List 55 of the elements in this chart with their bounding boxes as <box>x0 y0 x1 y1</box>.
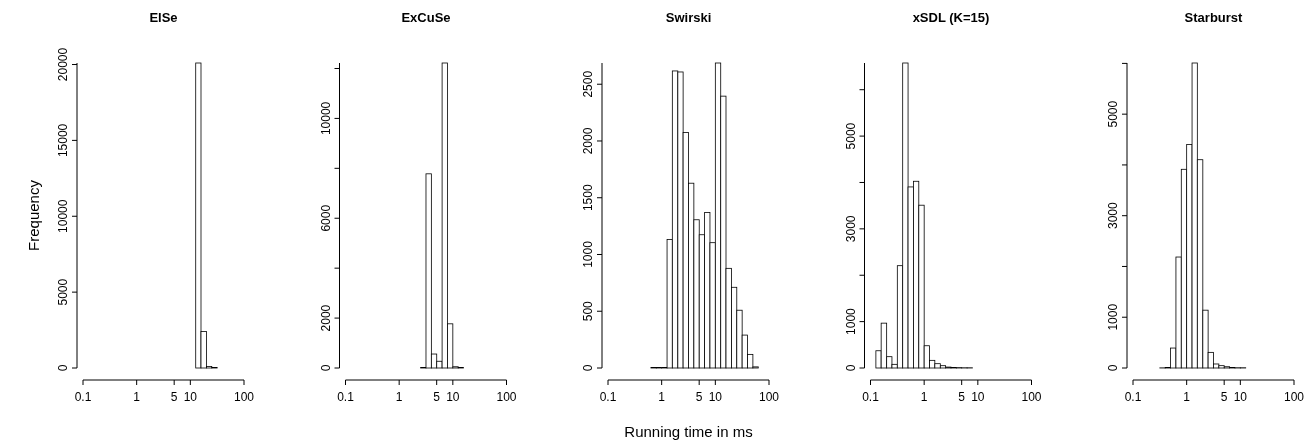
x-tick-label: 0.1 <box>337 390 355 404</box>
y-tick-label: 2500 <box>581 70 595 98</box>
chart-title: xSDL (K=15) <box>912 10 990 25</box>
x-tick-label: 100 <box>1021 390 1042 404</box>
y-tick-label: 10000 <box>56 199 70 233</box>
y-tick-label: 1500 <box>581 184 595 212</box>
x-tick-label: 5 <box>433 390 441 404</box>
y-tick-label: 3000 <box>1106 202 1120 230</box>
x-tick-label: 10 <box>1233 390 1248 404</box>
x-tick-label: 5 <box>695 390 703 404</box>
chart-title: Swirski <box>665 10 712 25</box>
y-tick-label: 1000 <box>843 307 858 335</box>
x-tick-label: 100 <box>233 390 255 404</box>
y-tick-label: 0 <box>318 364 333 372</box>
x-tick-label: 1 <box>133 390 141 404</box>
x-tick-label: 0.1 <box>74 390 92 404</box>
x-tick-label: 1 <box>920 390 928 404</box>
y-tick-label: 500 <box>581 300 595 322</box>
y-tick-label: 0 <box>581 364 595 372</box>
y-tick-label: 10000 <box>318 101 333 136</box>
y-tick-label: 5000 <box>843 122 858 150</box>
y-tick-label: 5000 <box>1106 100 1120 128</box>
x-tick-label: 100 <box>758 390 780 404</box>
y-tick-label: 15000 <box>56 123 70 158</box>
x-tick-label: 100 <box>496 390 517 404</box>
x-tick-label: 0.1 <box>1124 390 1142 404</box>
y-tick-label: 1000 <box>581 240 595 268</box>
x-tick-label: 1 <box>1183 390 1191 404</box>
y-tick-label: 6000 <box>318 204 333 232</box>
y-axis-title: Frequency <box>25 179 42 251</box>
chart-title: ElSe <box>149 10 178 25</box>
x-tick-label: 10 <box>971 390 985 404</box>
x-tick-label: 5 <box>170 390 178 404</box>
y-tick-label: 20000 <box>56 47 70 82</box>
y-tick-label: 2000 <box>581 127 595 155</box>
y-tick-label: 2000 <box>318 304 333 332</box>
y-tick-label: 0 <box>843 364 858 372</box>
x-tick-label: 1 <box>658 390 666 404</box>
x-tick-label: 0.1 <box>599 390 617 404</box>
y-tick-label: 5000 <box>56 278 70 306</box>
x-axis-title: Running time in ms <box>624 423 753 440</box>
y-tick-label: 0 <box>1106 364 1120 372</box>
x-tick-label: 10 <box>446 390 460 404</box>
x-tick-label: 1 <box>395 390 403 404</box>
x-tick-label: 5 <box>958 390 966 404</box>
x-tick-label: 0.1 <box>862 390 880 404</box>
x-tick-label: 10 <box>183 390 198 404</box>
chart-title: Starburst <box>1184 10 1244 25</box>
chart-title: ExCuSe <box>401 10 451 25</box>
x-tick-label: 100 <box>1283 390 1305 404</box>
x-tick-label: 5 <box>1220 390 1228 404</box>
y-tick-label: 1000 <box>1106 303 1120 331</box>
y-tick-label: 0 <box>56 364 70 372</box>
x-tick-label: 10 <box>708 390 723 404</box>
y-tick-label: 3000 <box>843 215 858 243</box>
